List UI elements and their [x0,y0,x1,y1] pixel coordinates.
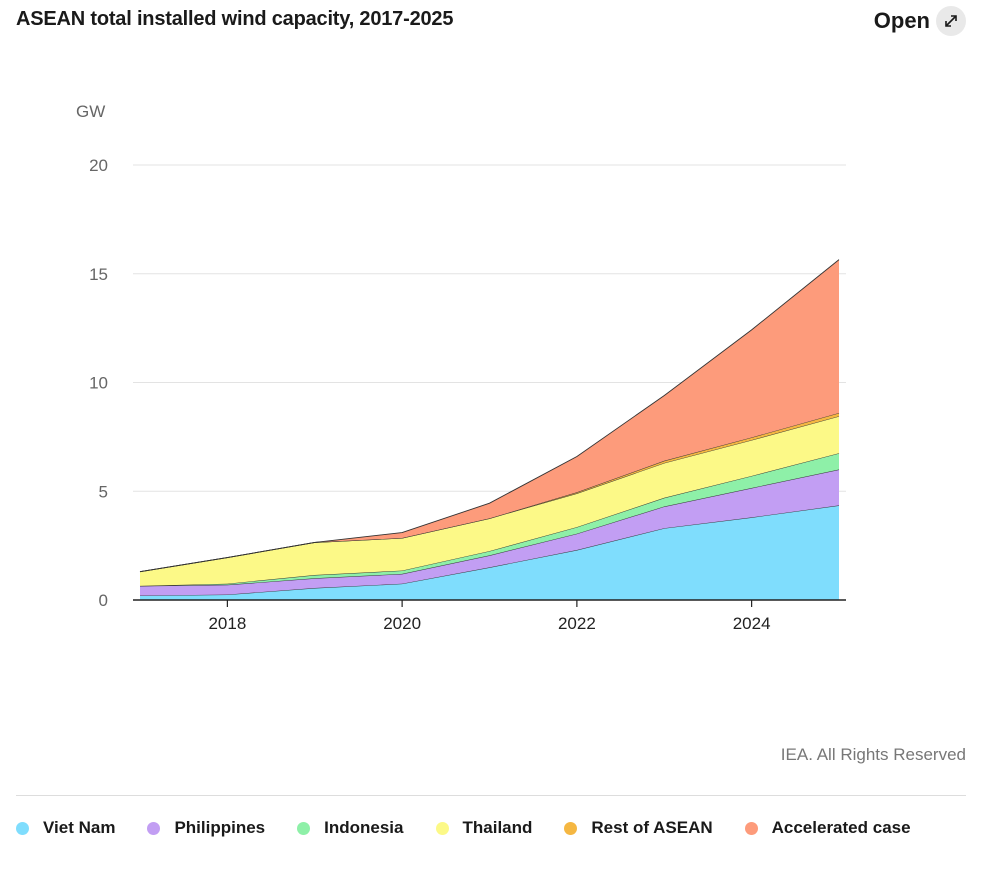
axes: 0 5 10 15 20 2018 2020 2022 2024 [89,156,846,633]
legend-item[interactable]: Philippines [147,818,265,838]
legend-item[interactable]: Indonesia [297,818,404,838]
legend-dot-icon [147,821,161,835]
area-viet-nam[interactable] [140,505,839,600]
y-tick-label: 0 [99,591,108,610]
legend-label: Philippines [174,818,266,837]
copyright-text: IEA. All Rights Reserved [780,745,966,764]
legend-item[interactable]: Viet Nam [16,818,115,838]
legend-label: Indonesia [324,818,404,837]
area-top-line [139,259,840,573]
y-tick-label: 20 [89,156,108,175]
x-tick-label: 2020 [383,614,421,633]
x-tick-label: 2024 [733,614,771,633]
open-button[interactable]: Open [874,6,966,36]
legend-label: Accelerated case [771,818,911,837]
open-label: Open [873,8,930,33]
legend-item[interactable]: Thailand [435,818,533,838]
legend-dot-icon [564,821,578,835]
stacked-area-chart: 0 5 10 15 20 2018 2020 2022 2024 GW [76,102,846,633]
legend-dot-icon [435,821,449,835]
y-tick-label: 15 [89,265,108,284]
expand-arrows-icon [936,6,966,36]
legend-label: Viet Nam [43,818,116,837]
divider [16,795,966,796]
legend-item[interactable]: Rest of ASEAN [564,818,713,838]
legend-label: Thailand [462,818,533,837]
y-tick-label: 5 [99,482,108,501]
legend-dot-icon [16,821,29,835]
legend-dot-icon [297,821,311,835]
legend-label: Rest of ASEAN [591,818,713,837]
area-accelerated-case[interactable] [140,259,839,572]
y-tick-label: 10 [89,374,108,393]
y-axis-unit-label: GW [76,102,105,121]
area-thailand[interactable] [140,416,839,586]
x-tick-label: 2022 [558,614,596,633]
chart-legend: Viet Nam Philippines Indonesia Thailand Rest… [16,818,943,838]
legend-dot-icon [744,821,758,835]
area-series [139,259,840,600]
x-tick-label: 2018 [208,614,246,633]
legend-item[interactable]: Accelerated case [744,818,911,838]
chart-title: ASEAN total installed wind capacity, 201… [16,8,454,30]
